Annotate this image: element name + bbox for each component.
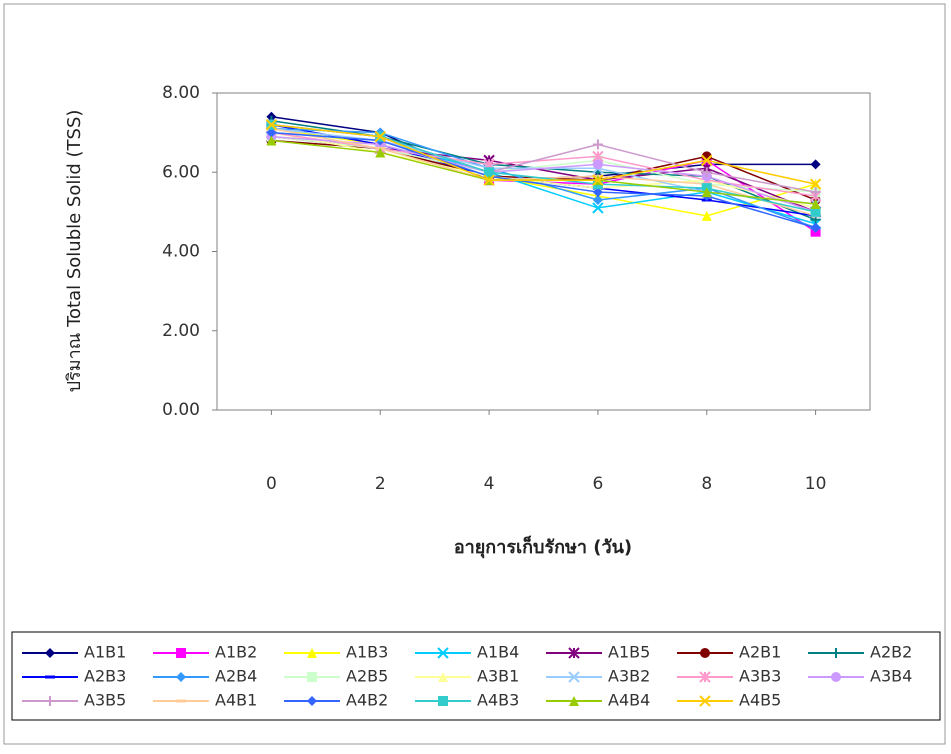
legend-label: A1B4 bbox=[477, 643, 519, 662]
y-tick-label: 0.00 bbox=[162, 400, 200, 420]
x-tick-label: 0 bbox=[266, 474, 277, 494]
x-tick-label: 10 bbox=[805, 474, 827, 494]
legend-label: A4B5 bbox=[739, 691, 781, 710]
y-tick-label: 4.00 bbox=[162, 242, 200, 262]
legend-marker bbox=[176, 700, 186, 703]
legend-label: A2B1 bbox=[739, 643, 781, 662]
y-tick-label: 2.00 bbox=[162, 321, 200, 341]
legend-label: A2B2 bbox=[870, 643, 912, 662]
legend-label: A2B4 bbox=[215, 667, 257, 686]
marker bbox=[593, 159, 603, 169]
x-tick-label: 4 bbox=[484, 474, 495, 494]
x-tick-label: 8 bbox=[701, 474, 712, 494]
legend-label: A4B4 bbox=[608, 691, 650, 710]
legend-label: A1B1 bbox=[84, 643, 126, 662]
chart: ปริมาณ Total Soluble Solid (TSS) อายุการ… bbox=[0, 0, 951, 750]
legend-label: A4B1 bbox=[215, 691, 257, 710]
legend-label: A1B2 bbox=[215, 643, 257, 662]
legend-marker bbox=[176, 648, 186, 658]
x-tick-label: 2 bbox=[375, 474, 386, 494]
legend-label: A3B5 bbox=[84, 691, 126, 710]
legend-marker bbox=[700, 648, 710, 658]
legend-marker bbox=[45, 676, 55, 679]
legend-label: A2B3 bbox=[84, 667, 126, 686]
y-axis-label: ปริมาณ Total Soluble Solid (TSS) bbox=[64, 110, 85, 393]
y-tick-label: 6.00 bbox=[162, 162, 200, 182]
y-tick-label: 8.00 bbox=[162, 83, 200, 103]
legend-label: A1B3 bbox=[346, 643, 388, 662]
legend-marker bbox=[307, 672, 317, 682]
legend-label: A3B3 bbox=[739, 667, 781, 686]
legend-marker bbox=[438, 696, 448, 706]
legend-label: A3B4 bbox=[870, 667, 912, 686]
legend-label: A3B2 bbox=[608, 667, 650, 686]
legend-label: A3B1 bbox=[477, 667, 519, 686]
legend-box bbox=[12, 632, 940, 720]
x-tick-label: 6 bbox=[593, 474, 604, 494]
legend-label: A4B3 bbox=[477, 691, 519, 710]
legend-label: A4B2 bbox=[346, 691, 388, 710]
x-axis-label: อายุการเก็บรักษา (วัน) bbox=[454, 535, 632, 559]
legend-marker bbox=[831, 672, 841, 682]
legend-label: A1B5 bbox=[608, 643, 650, 662]
legend-label: A2B5 bbox=[346, 667, 388, 686]
